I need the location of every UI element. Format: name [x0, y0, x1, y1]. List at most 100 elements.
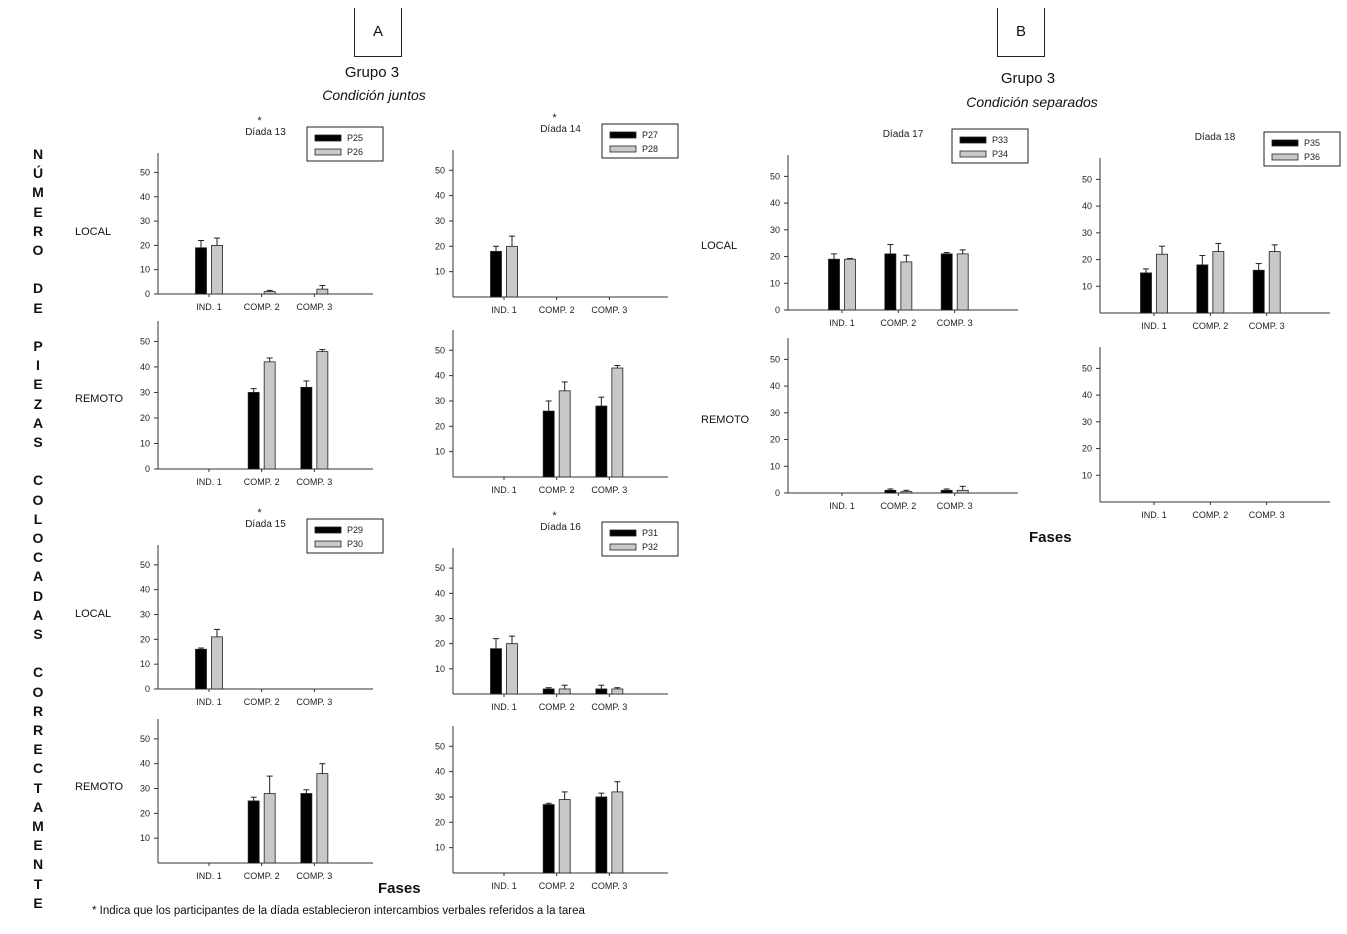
x-tick-label: IND. 1: [491, 881, 517, 891]
x-tick-label: IND. 1: [491, 305, 517, 315]
x-tick-label: COMP. 3: [937, 501, 973, 511]
y-tick-label: 20: [140, 240, 150, 250]
y-tick-label: 20: [770, 252, 780, 262]
footnote: * Indica que los participantes de la día…: [92, 905, 585, 917]
legend-swatch-p26: [314, 148, 342, 156]
y-axis-letter: O: [32, 530, 44, 546]
chart-diada-16-local: 10 20 30 40 50 IND. 1 COMP. 2 COMP. 3 Díada 16* P…: [435, 510, 679, 712]
y-tick-label: 50: [140, 336, 150, 346]
legend-label: P33: [992, 135, 1008, 145]
bar-p32: [611, 791, 624, 874]
y-axis-letter: M: [32, 184, 44, 201]
bar-p31: [490, 648, 502, 695]
legend-box: [1263, 131, 1341, 167]
x-tick-label: COMP. 3: [591, 305, 627, 315]
y-tick-label: 30: [140, 784, 150, 794]
y-tick-label: 50: [1082, 363, 1092, 373]
x-tick-label: IND. 1: [491, 702, 517, 712]
x-tick-label: IND. 1: [829, 501, 855, 511]
y-tick-label: 30: [1082, 228, 1092, 238]
bar-p36: [1268, 251, 1281, 314]
significance-star: *: [257, 507, 262, 519]
y-tick-label: 30: [140, 387, 150, 397]
y-tick-label: 0: [145, 464, 150, 474]
y-axis-letter: O: [32, 242, 44, 258]
bar-p25: [247, 392, 260, 470]
significance-star: *: [552, 510, 557, 522]
panel-b-condition: Condición separados: [966, 94, 1098, 110]
bar-p26: [211, 244, 223, 295]
legend-swatch-p35: [1271, 139, 1299, 147]
y-tick-label: 50: [435, 563, 445, 573]
y-tick-label: 30: [770, 225, 780, 235]
bar-p27: [490, 250, 502, 298]
y-tick-label: 40: [435, 191, 445, 201]
x-tick-label: COMP. 3: [1249, 510, 1285, 520]
x-tick-label: COMP. 2: [539, 305, 575, 315]
y-axis-letter: C: [32, 472, 44, 489]
y-axis-letter: E: [33, 741, 43, 758]
y-tick-label: 0: [775, 305, 780, 315]
chart-diada-14-local: 10 20 30 40 50 IND. 1 COMP. 2 COMP. 3 Díada 14* P…: [435, 112, 679, 315]
bar-p35: [1196, 264, 1209, 314]
y-axis-letter: R: [32, 722, 44, 738]
y-tick-label: 30: [140, 216, 150, 226]
x-tick-label: COMP. 2: [880, 318, 916, 328]
bar-p32: [558, 799, 571, 874]
x-tick-label: COMP. 2: [1192, 321, 1228, 331]
chart-diada-13-remoto: 0 10 20 30 40 50 IND. 1 COMP. 2 COMP. 3: [140, 321, 373, 487]
y-tick-label: 10: [140, 659, 150, 669]
y-tick-label: 30: [435, 613, 445, 623]
bar-p29: [247, 800, 260, 864]
y-tick-label: 40: [1082, 201, 1092, 211]
y-axis-letter: E: [33, 299, 43, 316]
y-tick-label: 40: [140, 585, 150, 595]
bar-p26: [316, 288, 329, 295]
y-tick-label: 10: [140, 833, 150, 843]
chart-title: Díada 17: [883, 129, 924, 140]
row-label-remoto-a1: REMOTO: [75, 393, 124, 405]
y-tick-label: 30: [1082, 417, 1092, 427]
bar-p31: [595, 796, 608, 874]
y-tick-label: 20: [435, 817, 445, 827]
chart-title: Díada 16: [540, 522, 581, 533]
y-tick-label: 40: [770, 198, 780, 208]
bar-p31: [595, 688, 608, 695]
chart-diada-17-local: 0 10 20 30 40 50 IND. 1 COMP. 2 COMP. 3 Díada 17 P…: [770, 128, 1029, 328]
y-axis-letter: E: [33, 837, 43, 854]
panel-a-condition: Condición juntos: [322, 87, 426, 103]
bar-p31: [542, 688, 555, 695]
y-tick-label: 20: [1082, 255, 1092, 265]
y-tick-label: 50: [140, 167, 150, 177]
y-tick-label: 10: [435, 843, 445, 853]
y-axis-letter: O: [32, 683, 44, 700]
x-tick-label: COMP. 3: [591, 881, 627, 891]
chart-title: Díada 18: [1195, 132, 1236, 143]
bar-p30: [263, 793, 276, 864]
y-axis-letter: N: [32, 146, 44, 162]
x-tick-label: IND. 1: [1141, 321, 1167, 331]
bar-p33: [828, 258, 840, 311]
y-tick-label: 20: [140, 413, 150, 423]
y-axis-letter: E: [33, 203, 43, 220]
bar-p33: [884, 253, 897, 311]
bar-p36: [1156, 253, 1168, 314]
legend-swatch-p27: [609, 131, 637, 139]
y-axis-letter: P: [33, 338, 43, 354]
bar-p32: [558, 688, 571, 695]
legend-box: [601, 521, 679, 557]
bar-p34: [900, 491, 913, 494]
y-tick-label: 40: [435, 588, 445, 598]
y-tick-label: 40: [140, 192, 150, 202]
y-tick-label: 20: [140, 634, 150, 644]
bar-p25: [300, 386, 313, 470]
row-label-remoto-b: REMOTO: [701, 414, 750, 426]
row-label-local-a1: LOCAL: [75, 226, 112, 238]
y-tick-label: 50: [140, 734, 150, 744]
y-axis-letter: C: [32, 664, 44, 681]
legend-label: P35: [1304, 138, 1320, 148]
y-axis-letter: A: [32, 414, 44, 431]
bar-p26: [263, 361, 276, 470]
y-tick-label: 50: [435, 741, 445, 751]
y-axis-letter: A: [32, 798, 44, 815]
